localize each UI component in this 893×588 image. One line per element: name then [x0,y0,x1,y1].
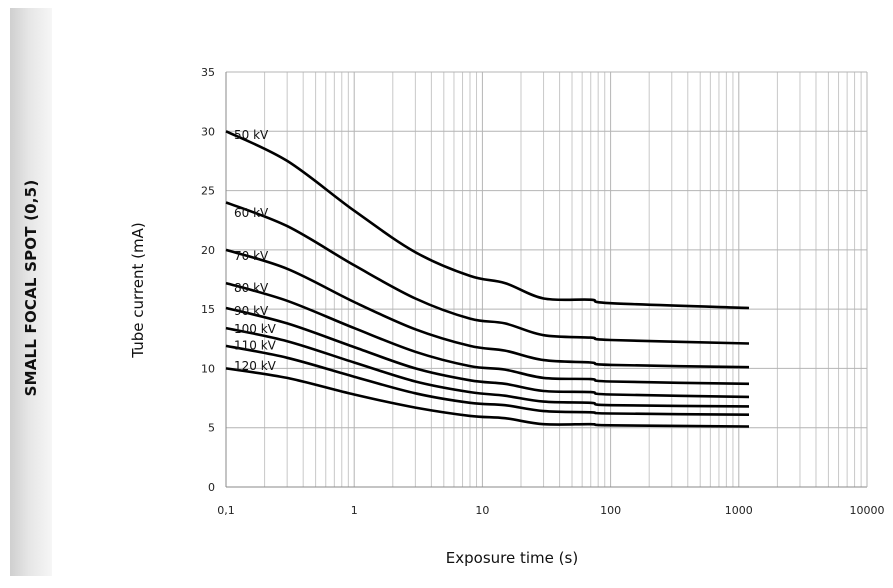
y-tick-label: 5 [208,422,215,435]
x-tick-label: 10 [475,504,489,517]
x-tick-label: 1000 [725,504,753,517]
grid [225,71,867,487]
series-line [225,281,750,386]
side-band [10,8,52,576]
y-tick-label: 0 [208,481,215,494]
series-line [225,367,750,428]
series-label: 120 kV [234,359,277,373]
series-line [225,248,750,369]
tick-labels: 0 5 10 15 20 25 30 35 0,1 1 10 100 1000 10000 [201,66,885,517]
series-label: 110 kV [234,339,277,353]
y-tick-label: 25 [201,185,215,198]
series-line [225,201,750,345]
x-tick-label: 100 [600,504,621,517]
y-tick-label: 35 [201,66,215,79]
x-tick-label: 1 [351,504,358,517]
y-tick-label: 15 [201,303,215,316]
series-label: 60 kV [234,206,269,220]
y-axis-title: Tube current (mA) [129,222,147,358]
series-label: 80 kV [234,281,269,295]
series-label: 70 kV [234,249,269,263]
series-label: 90 kV [234,304,269,318]
y-tick-label: 20 [201,244,215,257]
series-line [225,306,750,399]
y-tick-label: 10 [201,362,215,375]
x-tick-label: 0,1 [217,504,235,517]
series-line [225,326,750,408]
y-tick-label: 30 [201,125,215,138]
series-line [225,130,750,310]
series-label: 50 kV [234,128,269,142]
series-line [225,344,750,416]
axes [225,72,868,488]
x-axis-title: Exposure time (s) [446,549,578,567]
series-labels: 50 kV 60 kV 70 kV 80 kV 90 kV 100 kV 110 kV 120… [234,128,277,373]
series-lines [225,130,750,428]
x-tick-label: 10000 [850,504,885,517]
series-label: 100 kV [234,322,277,336]
